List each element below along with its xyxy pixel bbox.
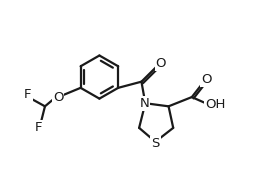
Text: O: O [201,73,212,86]
Text: O: O [53,91,63,104]
Text: F: F [35,121,42,134]
Text: S: S [151,137,160,150]
Text: OH: OH [205,97,225,111]
Text: F: F [23,87,31,101]
Text: N: N [140,97,149,110]
Text: O: O [156,57,166,70]
